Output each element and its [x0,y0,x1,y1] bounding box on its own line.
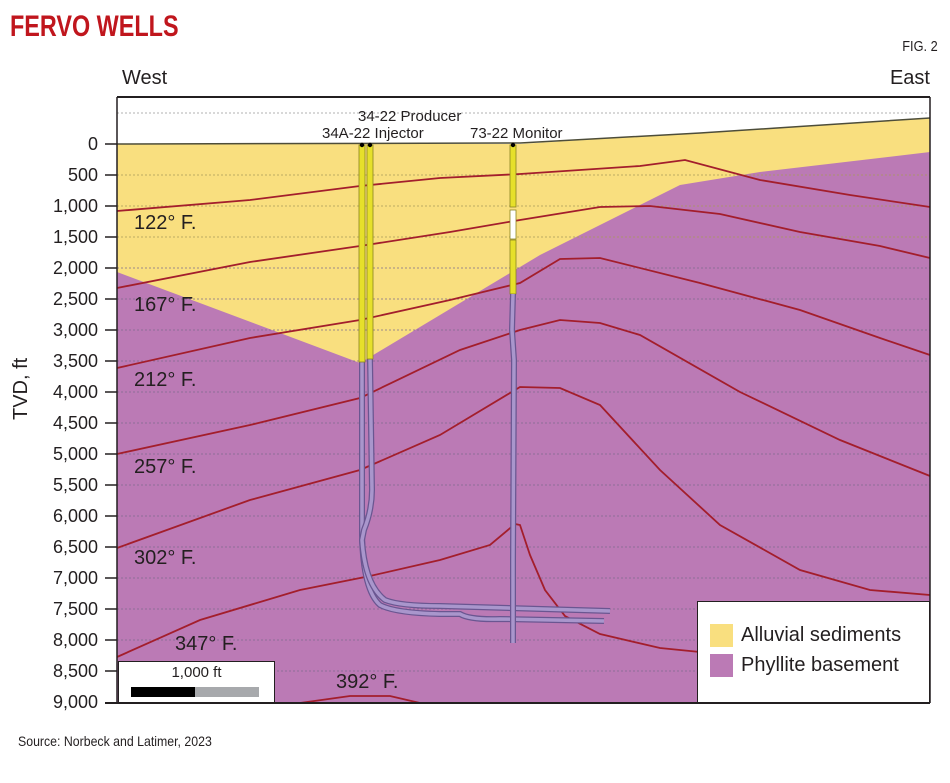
figure-number: FIG. 2 [902,38,938,55]
legend-item-alluvial: Alluvial sediments [710,624,901,647]
tick-label: 5,000 [53,444,98,464]
tick-label: 6,000 [53,506,98,526]
tick-label: 8,000 [53,630,98,650]
legend: Alluvial sediments Phyllite basement [697,601,930,703]
tick-label: 0 [88,134,98,154]
tick-label: 3,500 [53,351,98,371]
producer-label: 34-22 Producer [358,108,461,125]
isotherm-label: 212° F. [134,369,196,391]
isotherm-label: 122° F. [134,212,196,234]
isotherm-392 [299,695,421,704]
isotherm-label: 302° F. [134,547,196,569]
tick-label: 9,000 [53,692,98,712]
tick-label: 4,500 [53,413,98,433]
tick-label: 500 [68,165,98,185]
tick-label: 3,000 [53,320,98,340]
producer-casing [366,144,374,360]
isotherm-label: 392° F. [336,671,398,693]
monitor-casing-lower [509,239,517,295]
isotherm-347 [116,523,701,658]
tick-label: 1,500 [53,227,98,247]
legend-label: Phyllite basement [741,654,899,676]
isotherm-lines [116,159,931,704]
tick-label: 7,000 [53,568,98,588]
tick-label: 2,500 [53,289,98,309]
scale-bar-label: 1,000 ft [171,664,222,681]
tick-label: 1,000 [53,196,98,216]
legend-label: Alluvial sediments [741,624,902,646]
legend-item-phyllite: Phyllite basement [710,654,899,677]
isotherm-257 [116,319,931,477]
tick-label: 8,500 [53,661,98,681]
monitor-casing-upper [509,144,517,208]
isotherm-label: 167° F. [134,294,196,316]
tick-label: 4,000 [53,382,98,402]
y-axis-ticks [105,143,117,672]
tick-label: 2,000 [53,258,98,278]
well-bores [358,142,611,643]
figure-title: FERVO WELLS [10,10,179,43]
isotherm-label: 347° F. [175,633,237,655]
phyllite-swatch [710,654,733,677]
y-axis-tick-labels: 0 500 1,000 1,500 2,000 2,500 3,000 3,50… [53,134,98,712]
source-note: Source: Norbeck and Latimer, 2023 [18,733,212,749]
tick-label: 5,500 [53,475,98,495]
monitor-label: 73-22 Monitor [470,125,563,142]
isotherm-167 [116,205,931,289]
east-label: East [889,67,930,89]
alluvial-swatch [710,624,733,647]
isotherm-122 [116,159,931,212]
monitor-open-section [509,209,517,240]
west-label: West [122,67,168,89]
isotherm-212 [116,257,931,369]
scale-bar-box: 1,000 ft [118,661,275,703]
injector-label: 34A-22 Injector [322,125,424,142]
tick-label: 7,500 [53,599,98,619]
injector-casing [358,144,366,363]
isotherm-label: 257° F. [134,456,196,478]
scale-bar [131,687,259,697]
tick-label: 6,500 [53,537,98,557]
